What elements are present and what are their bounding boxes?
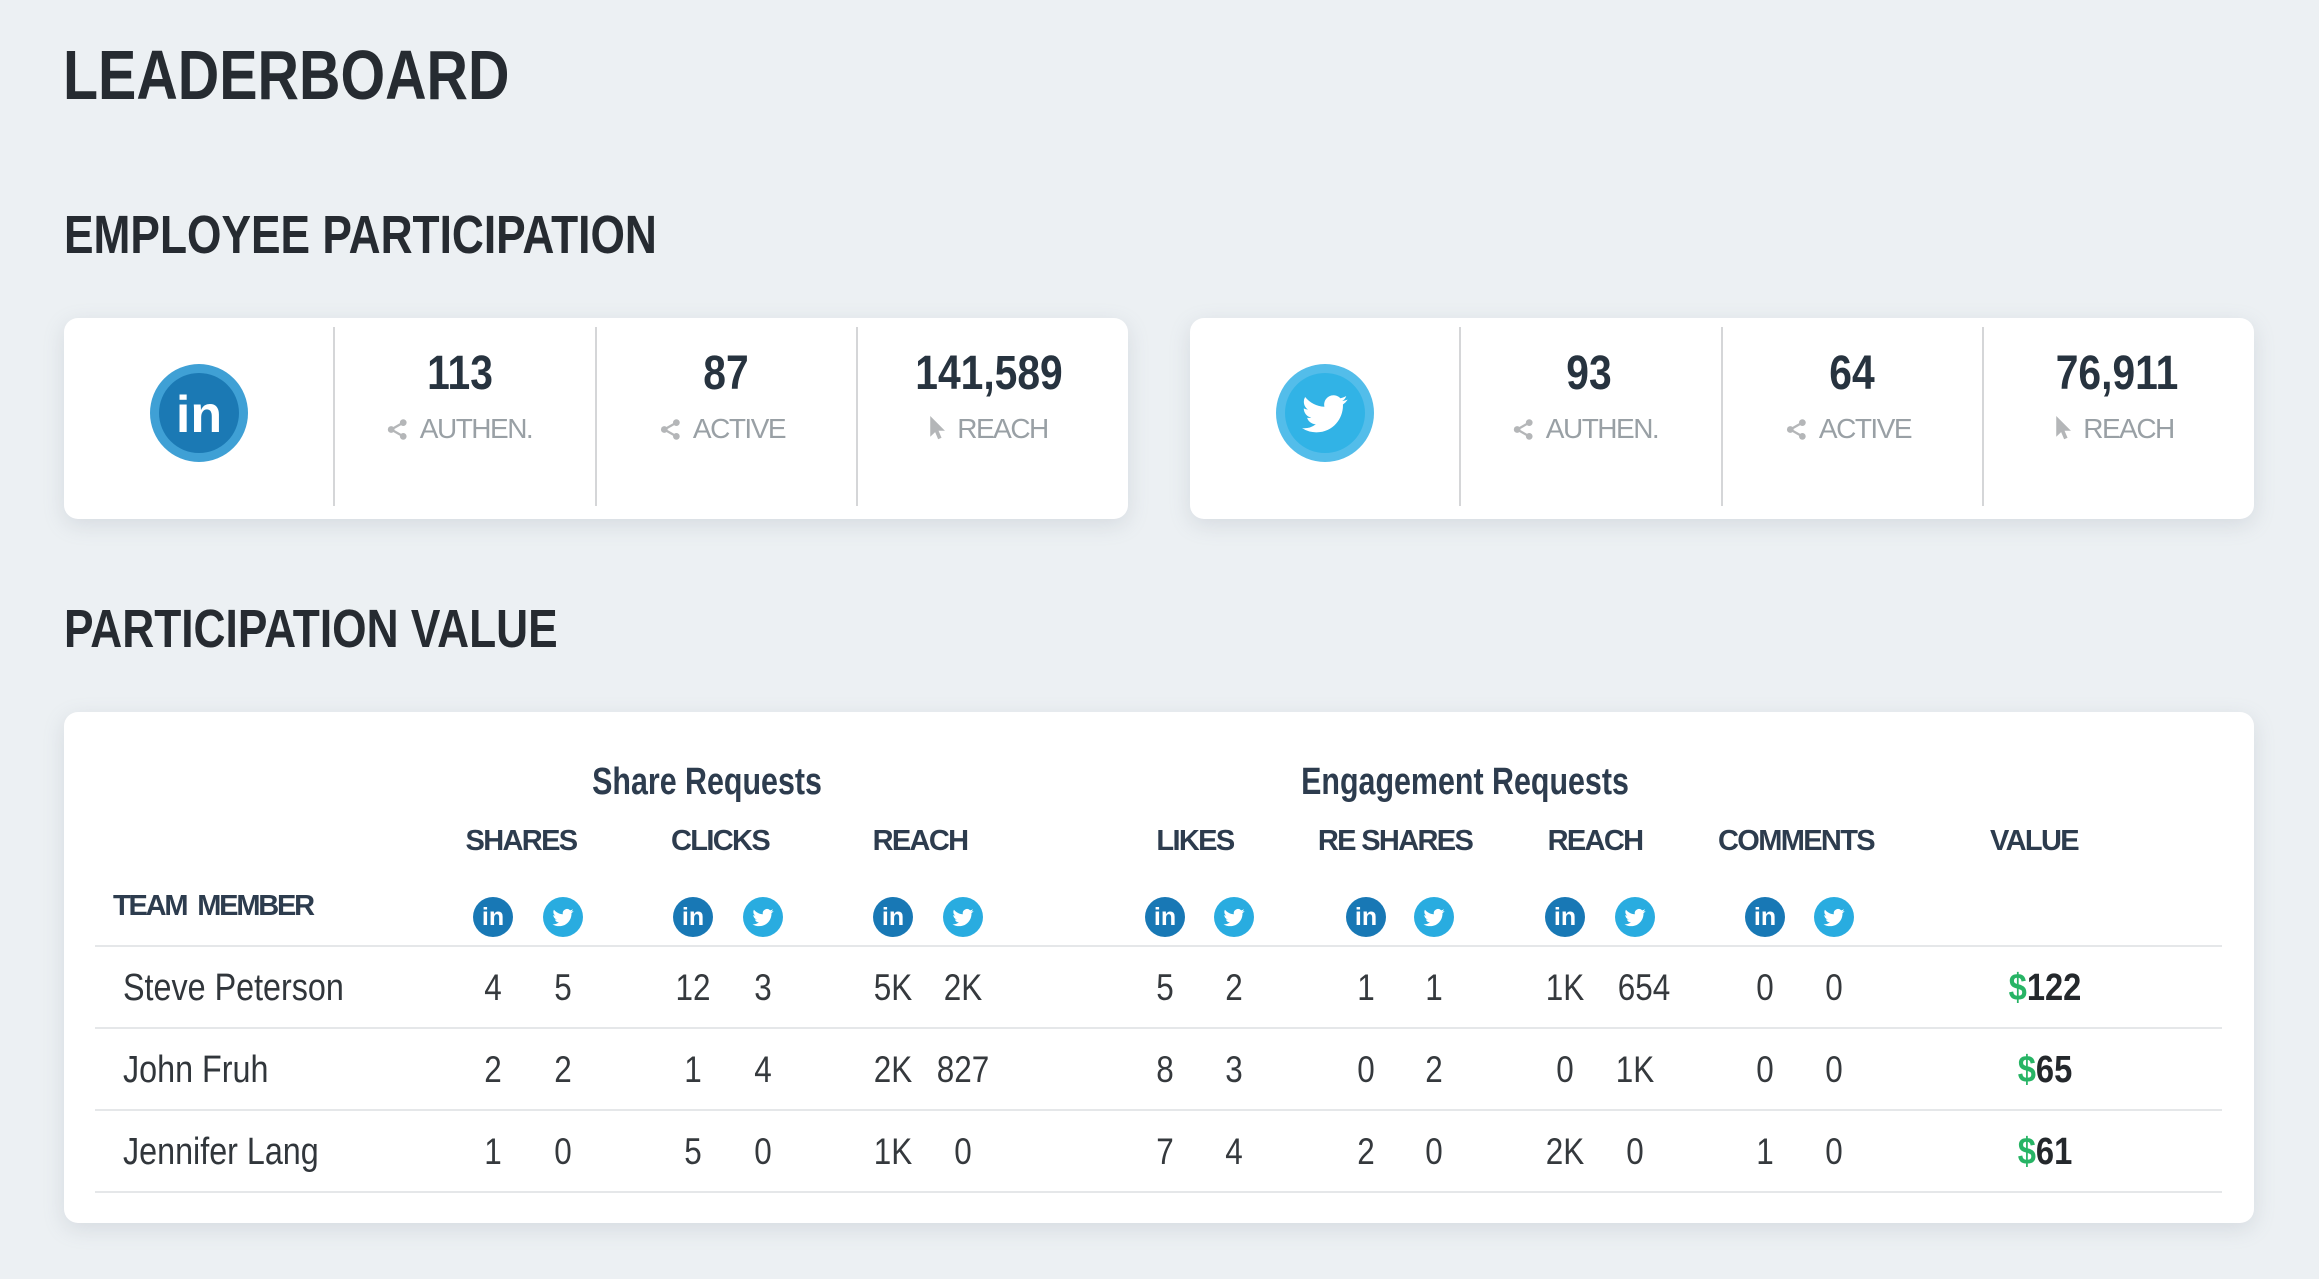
svg-text:in: in <box>1554 903 1576 931</box>
svg-text:in: in <box>482 903 504 931</box>
svg-text:in: in <box>176 386 222 444</box>
svg-text:in: in <box>1154 903 1176 931</box>
svg-text:in: in <box>1754 903 1776 931</box>
svg-text:in: in <box>1355 903 1377 931</box>
svg-text:in: in <box>682 903 704 931</box>
svg-text:in: in <box>882 903 904 931</box>
